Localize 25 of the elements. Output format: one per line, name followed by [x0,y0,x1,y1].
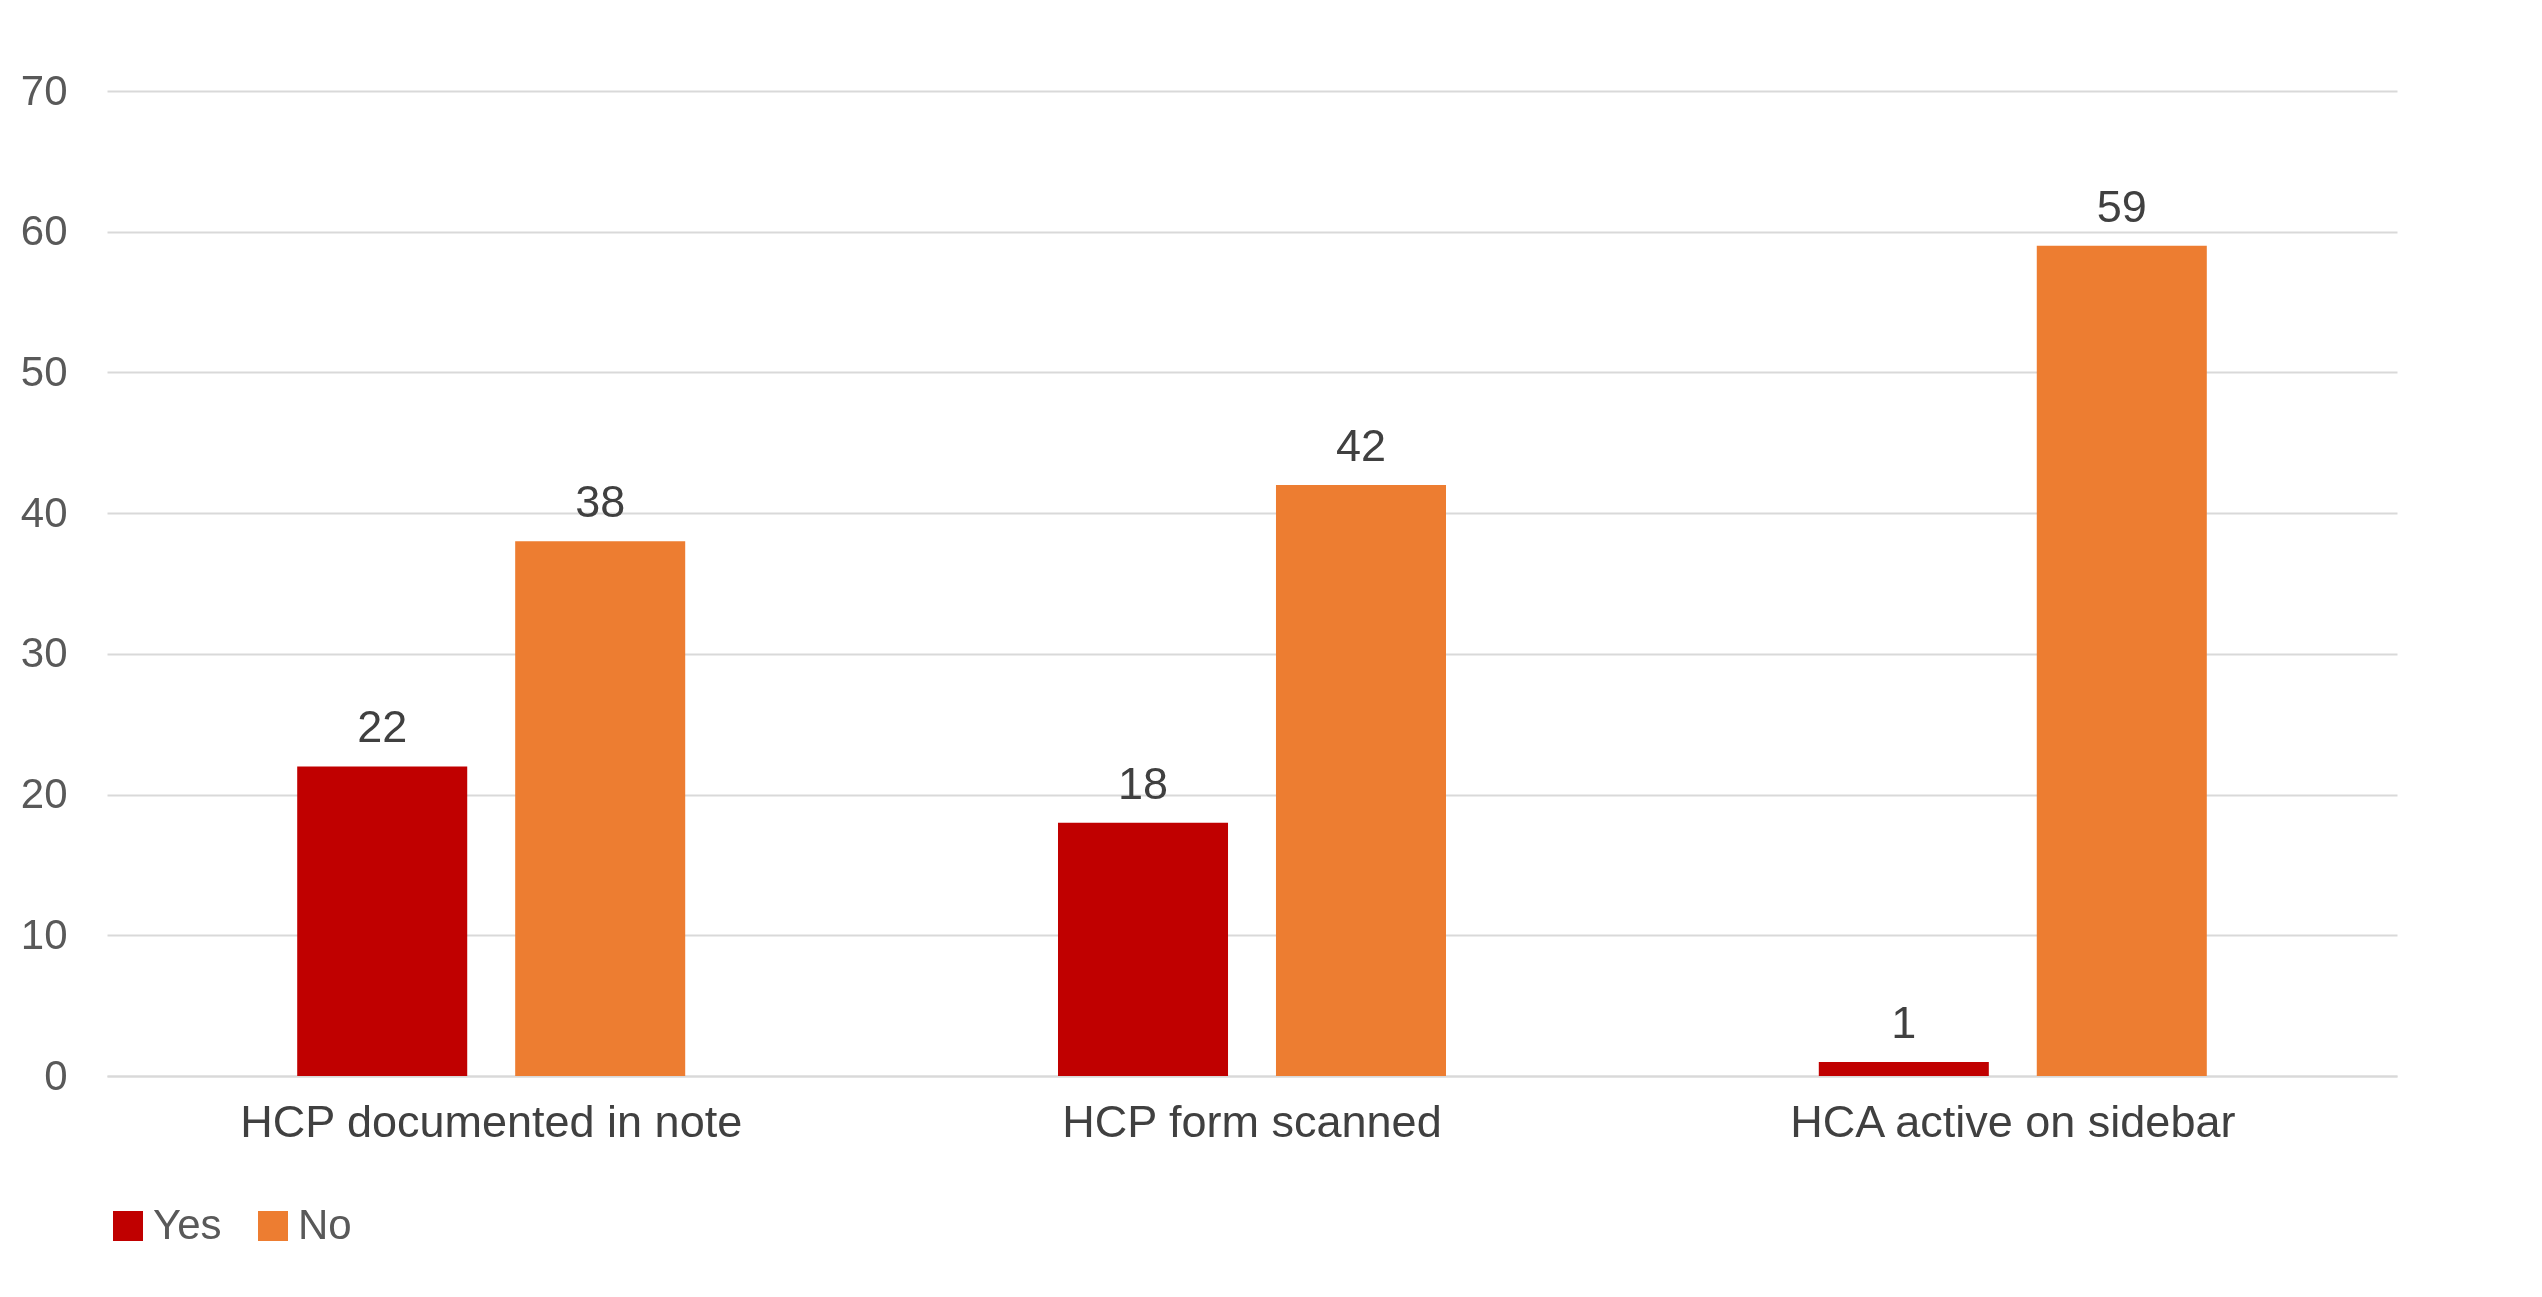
x-tick-label: HCA active on sidebar [1790,1095,2236,1147]
legend-label: Yes [153,1201,222,1248]
legend-label: No [298,1201,352,1248]
x-tick-label: HCP form scanned [1062,1095,1442,1147]
y-tick-label: 70 [20,66,68,114]
bar [515,541,686,1076]
data-label: 59 [2096,180,2147,232]
bar [297,766,468,1076]
y-tick-label: 50 [20,347,68,395]
y-tick-label: 30 [20,629,68,677]
bar [1275,485,1446,1076]
data-label: 42 [1335,420,1387,471]
data-label: 22 [357,701,408,753]
data-label: 18 [1117,757,1169,809]
y-tick-label: 40 [20,488,68,536]
bar [1818,1061,1989,1076]
bar [1058,822,1229,1076]
y-tick-label: 10 [20,910,68,958]
data-label: 1 [1891,996,1917,1048]
data-label: 38 [575,476,626,528]
y-tick-label: 60 [20,207,68,255]
y-tick-label: 0 [44,1051,68,1099]
y-tick-label: 20 [20,770,68,818]
bar [2036,245,2207,1076]
x-tick-label: HCP documented in note [240,1095,743,1147]
